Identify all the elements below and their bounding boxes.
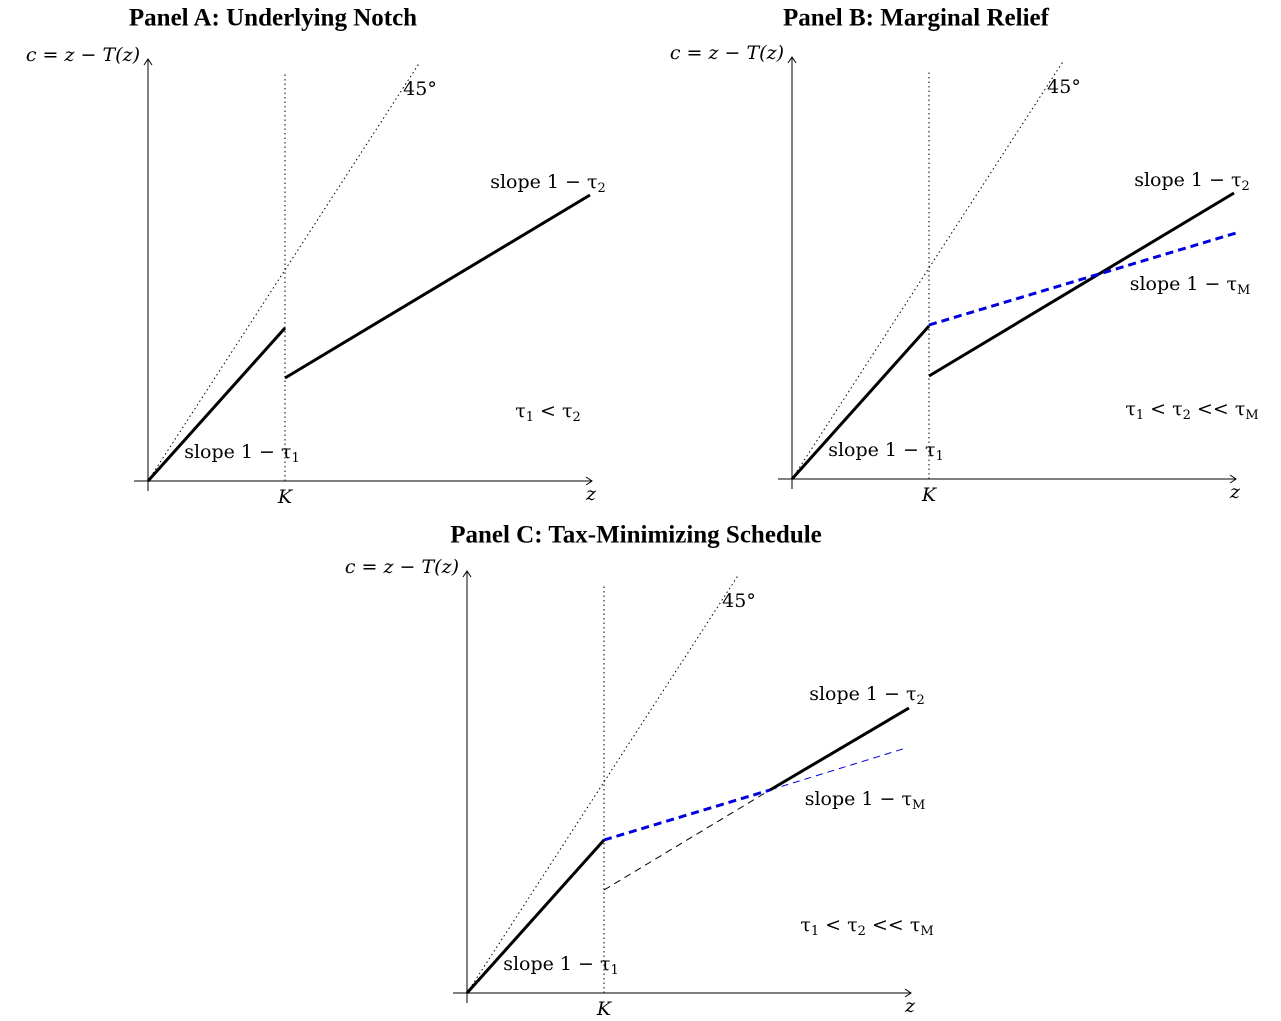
slope-high-label: slope 1 − τ2 bbox=[1134, 169, 1250, 194]
slope-high-label-sub: 2 bbox=[1242, 179, 1250, 194]
angle-label: 45° bbox=[1047, 76, 1081, 98]
x-arrow bbox=[1229, 474, 1237, 484]
slope-high-label-text: slope 1 − τ bbox=[490, 171, 597, 193]
slope-m-label: slope 1 − τM bbox=[1130, 273, 1251, 298]
y-arrow bbox=[787, 56, 797, 64]
k-label: K bbox=[277, 486, 294, 508]
slope-m-label-sub: M bbox=[912, 798, 925, 813]
x-axis-label: z bbox=[585, 483, 597, 505]
x-arrow bbox=[585, 476, 593, 486]
slope-high-label: slope 1 − τ2 bbox=[809, 683, 925, 708]
condition-text: < τ bbox=[534, 400, 573, 422]
slope-high-label: slope 1 − τ2 bbox=[490, 171, 606, 196]
condition: τ1 < τ2 << τM bbox=[1125, 398, 1258, 423]
relief-line bbox=[603, 788, 771, 842]
k-label: K bbox=[596, 998, 613, 1020]
condition-sub: 2 bbox=[858, 924, 866, 939]
condition-sub: M bbox=[920, 924, 933, 939]
slope-low-label-text: slope 1 − τ bbox=[503, 953, 610, 975]
condition-text: τ bbox=[1125, 398, 1136, 420]
slope-high-label-sub: 2 bbox=[598, 181, 606, 196]
panel-title: Panel A: Underlying Notch bbox=[129, 5, 417, 32]
slope-low-label-text: slope 1 − τ bbox=[184, 441, 291, 463]
condition-sub: M bbox=[1245, 408, 1258, 423]
slope-m-label-text: slope 1 − τ bbox=[1130, 273, 1237, 295]
slope-high-label-sub: 2 bbox=[917, 693, 925, 708]
slope-m-label-sub: M bbox=[1237, 283, 1250, 298]
y-arrow bbox=[462, 570, 472, 578]
x-axis-label: z bbox=[904, 995, 916, 1017]
high-segment bbox=[769, 706, 910, 792]
condition-text: < τ bbox=[819, 914, 858, 936]
45-degree-line bbox=[147, 61, 421, 482]
condition-sub: 1 bbox=[1136, 408, 1144, 423]
condition-sub: 1 bbox=[811, 924, 819, 939]
k-label: K bbox=[921, 484, 938, 506]
slope-low-label: slope 1 − τ1 bbox=[503, 953, 619, 978]
slope-low-label-sub: 1 bbox=[936, 449, 944, 464]
angle-label: 45° bbox=[722, 590, 756, 612]
low-segment bbox=[790, 324, 931, 481]
condition-text: τ bbox=[515, 400, 526, 422]
condition-text: < τ bbox=[1144, 398, 1183, 420]
panel-title: Panel C: Tax-Minimizing Schedule bbox=[450, 522, 822, 549]
angle-label: 45° bbox=[403, 78, 437, 100]
slope-m-label-text: slope 1 − τ bbox=[805, 788, 912, 810]
high-segment bbox=[284, 193, 591, 380]
x-axis-label: z bbox=[1229, 481, 1241, 503]
condition-sub: 2 bbox=[1183, 408, 1191, 423]
condition: τ1 < τ2 << τM bbox=[800, 914, 933, 939]
high-segment bbox=[928, 191, 1235, 378]
condition-text: << τ bbox=[1191, 398, 1245, 420]
slope-high-label-text: slope 1 − τ bbox=[809, 683, 916, 705]
low-segment bbox=[146, 326, 287, 483]
45-degree-line bbox=[466, 573, 740, 994]
condition-text: τ bbox=[800, 914, 811, 936]
slope-low-label: slope 1 − τ1 bbox=[184, 441, 300, 466]
slope-low-label-sub: 1 bbox=[611, 963, 619, 978]
condition-sub: 2 bbox=[573, 410, 581, 425]
slope-high-label-text: slope 1 − τ bbox=[1134, 169, 1241, 191]
x-arrow bbox=[904, 988, 912, 998]
condition: τ1 < τ2 bbox=[515, 400, 581, 425]
45-degree-line bbox=[791, 59, 1065, 480]
condition-sub: 1 bbox=[526, 410, 534, 425]
low-segment bbox=[465, 838, 606, 995]
y-arrow bbox=[143, 58, 153, 66]
y-axis-label: c = z − T(z) bbox=[670, 42, 784, 64]
slope-low-label: slope 1 − τ1 bbox=[828, 439, 944, 464]
slope-low-label-sub: 1 bbox=[292, 451, 300, 466]
y-axis-label: c = z − T(z) bbox=[26, 44, 140, 66]
condition-text: << τ bbox=[866, 914, 920, 936]
y-axis-label: c = z − T(z) bbox=[345, 556, 459, 578]
slope-m-label: slope 1 − τM bbox=[805, 788, 926, 813]
relief-extension bbox=[769, 747, 907, 791]
panel-title: Panel B: Marginal Relief bbox=[783, 5, 1050, 32]
slope-low-label-text: slope 1 − τ bbox=[828, 439, 935, 461]
hidden-segment bbox=[603, 789, 771, 891]
relief-line bbox=[928, 231, 1237, 327]
